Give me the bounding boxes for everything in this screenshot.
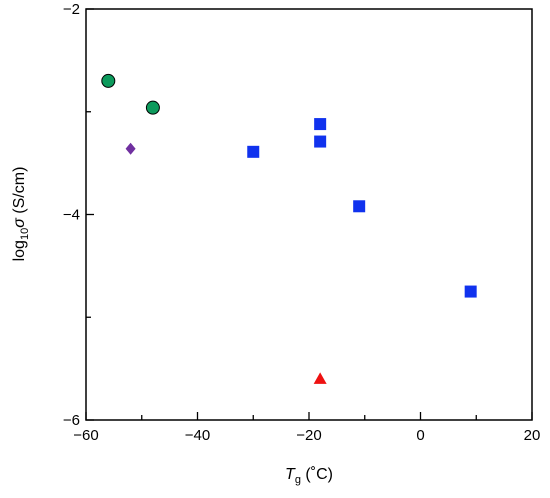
x-tick-label: −40 (185, 427, 210, 444)
x-tick-label: −20 (296, 427, 321, 444)
x-tick-label: 0 (416, 427, 424, 444)
circle-point (101, 73, 116, 88)
diamond-point (125, 142, 136, 155)
circle-point (145, 100, 160, 115)
x-axis-title: Tg (˚C) (285, 466, 333, 486)
square-point (464, 285, 477, 298)
y-axis-symbol: σ (11, 217, 28, 228)
x-axis-subscript: g (295, 474, 301, 486)
axis-ticks: −60 −40 −20 0 20 −2 −4 −6 (63, 1, 540, 444)
y-axis-unit: (S/cm) (11, 167, 28, 214)
square-point (314, 135, 327, 148)
x-axis-unit: (˚C) (305, 466, 333, 483)
y-tick-label: −4 (63, 207, 80, 224)
y-axis-prefix: log (11, 240, 28, 261)
y-tick-label: −6 (63, 412, 80, 429)
triangle-point (313, 372, 327, 384)
data-points (101, 73, 477, 384)
y-axis-title: log10σ (S/cm) (11, 167, 31, 262)
x-tick-label: −60 (73, 427, 98, 444)
square-point (353, 200, 366, 213)
x-axis-symbol: T (285, 466, 296, 483)
square-point (247, 145, 260, 158)
square-point (314, 118, 327, 131)
plot-frame (85, 8, 533, 421)
x-tick-label: 20 (524, 427, 541, 444)
y-axis-subscript: 10 (19, 228, 31, 240)
y-tick-label: −2 (63, 1, 80, 18)
